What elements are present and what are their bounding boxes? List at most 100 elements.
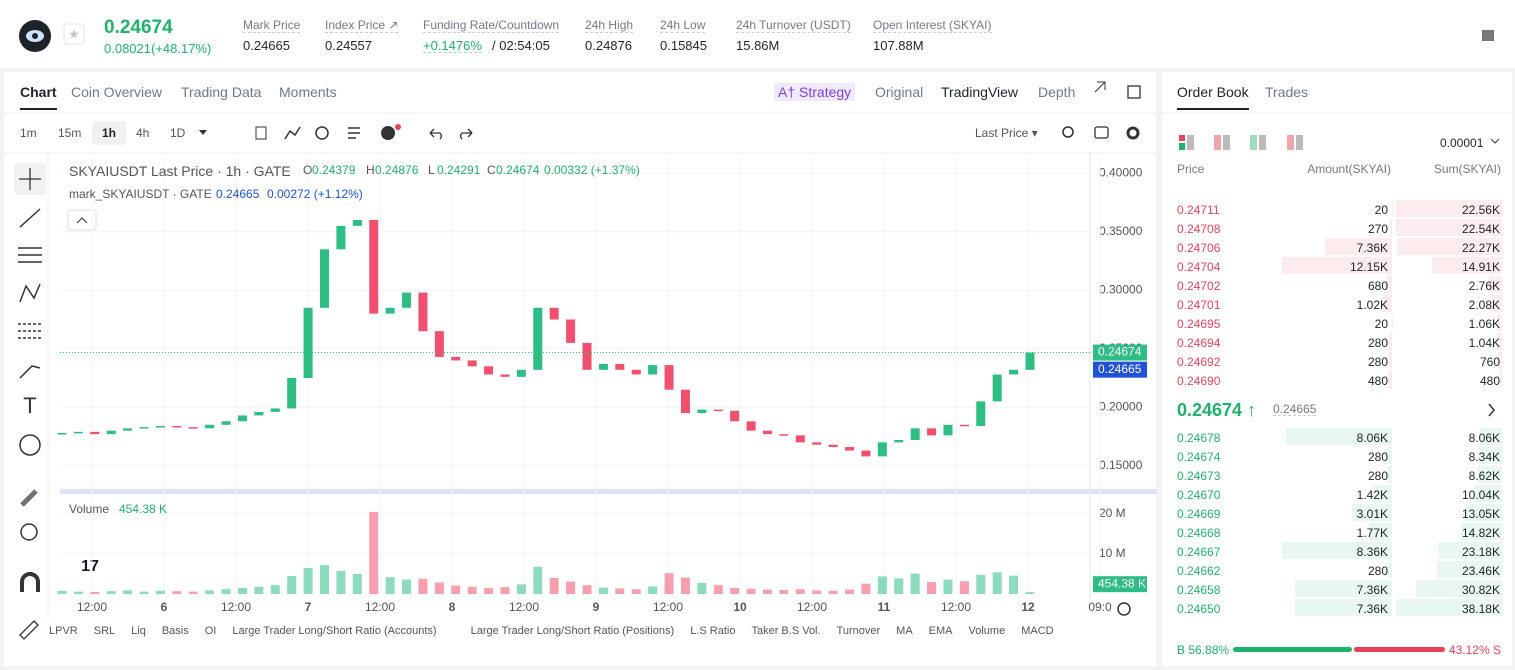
crosshair-icon — [19, 168, 41, 190]
book-price[interactable]: 0.24706 — [1177, 241, 1221, 255]
mid-arrow[interactable] — [1488, 403, 1495, 417]
book-price[interactable]: 0.24670 — [1177, 488, 1221, 502]
precision[interactable]: 0.00001 — [1440, 136, 1484, 150]
badge — [395, 124, 401, 130]
lines-tool[interactable] — [18, 247, 42, 263]
trend-line-tool[interactable] — [19, 208, 41, 228]
brush-tool[interactable] — [19, 365, 41, 379]
interval[interactable]: 15m — [58, 126, 82, 140]
book-amount: 3.01K — [1356, 507, 1388, 521]
search-button[interactable] — [1062, 126, 1074, 138]
volume-bar — [369, 512, 379, 594]
view-tab[interactable]: Original — [875, 84, 924, 100]
book-price[interactable]: 0.24662 — [1177, 564, 1221, 578]
view-tab[interactable]: TradingView — [941, 84, 1019, 100]
redo-button[interactable] — [460, 128, 473, 140]
window-button[interactable] — [1127, 85, 1141, 99]
indicator-tab[interactable]: Large Trader Long/Short Ratio (Positions… — [470, 625, 675, 637]
book-price[interactable]: 0.24667 — [1177, 545, 1221, 559]
interval-dropdown[interactable] — [199, 130, 207, 135]
book-price[interactable]: 0.24650 — [1177, 602, 1221, 616]
candle-body — [73, 431, 83, 434]
volume-bar — [106, 591, 116, 594]
indicator-tab[interactable]: Liq — [131, 625, 146, 637]
settings-icon[interactable] — [1482, 30, 1494, 41]
book-price[interactable]: 0.24678 — [1177, 431, 1221, 445]
indicator-tab[interactable]: Basis — [161, 625, 189, 637]
favorite-button[interactable] — [63, 23, 85, 45]
interval[interactable]: 4h — [136, 126, 150, 140]
book-price[interactable]: 0.24658 — [1177, 583, 1221, 597]
time-settings[interactable] — [1117, 602, 1131, 616]
tab[interactable]: Chart — [20, 85, 57, 110]
emoji-tool[interactable] — [19, 434, 41, 456]
pattern-tool[interactable] — [19, 283, 41, 303]
tab[interactable]: Trading Data — [181, 84, 262, 100]
book-amount: 680 — [1367, 279, 1388, 293]
tab[interactable]: Moments — [279, 84, 337, 100]
sum-depth — [1499, 371, 1502, 388]
add-button[interactable] — [381, 126, 395, 140]
interval[interactable]: 1D — [170, 126, 186, 140]
book-price[interactable]: 0.24673 — [1177, 469, 1221, 483]
chart-settings-button[interactable] — [1126, 126, 1140, 140]
interval[interactable]: 1m — [20, 126, 37, 140]
collapse-legend[interactable] — [67, 209, 97, 231]
indicator-tab[interactable]: EMA — [928, 625, 953, 637]
tab[interactable]: Coin Overview — [71, 84, 163, 100]
zoom-tool[interactable] — [20, 523, 38, 541]
view-tab[interactable]: A† Strategy — [774, 83, 856, 101]
ruler-tool[interactable] — [20, 489, 38, 507]
pencil-tool[interactable] — [19, 620, 39, 640]
book-price[interactable]: 0.24674 — [1177, 450, 1221, 464]
indicator-tab[interactable]: MA — [896, 625, 913, 637]
view-tab[interactable]: Depth — [1038, 84, 1076, 100]
book-price[interactable]: 0.24690 — [1177, 374, 1221, 388]
book-price[interactable]: 0.24711 — [1177, 203, 1220, 217]
indicator-tab[interactable]: MACD — [1021, 625, 1054, 637]
indicator-tab[interactable]: Taker B.S Vol. — [751, 625, 821, 637]
book-tab[interactable]: Trades — [1265, 84, 1309, 100]
indicator-tab[interactable]: Turnover — [836, 625, 881, 637]
template-button[interactable] — [348, 127, 360, 139]
amount-depth — [1352, 504, 1392, 521]
fib-tool[interactable] — [18, 323, 42, 339]
asks-only[interactable] — [1223, 135, 1230, 150]
snapshot-button[interactable] — [1094, 126, 1109, 139]
reload-button[interactable] — [315, 126, 329, 140]
magnet-tool[interactable] — [20, 572, 40, 592]
indicator-tab[interactable]: SRL — [93, 625, 116, 637]
book-price[interactable]: 0.24708 — [1177, 222, 1221, 236]
text-tool[interactable]: T — [23, 393, 36, 418]
indicator-tab[interactable]: L.S Ratio — [690, 625, 736, 637]
book-price[interactable]: 0.24692 — [1177, 355, 1221, 369]
ohlc-key: L — [428, 163, 435, 177]
price-type[interactable]: Last Price ▾ — [975, 126, 1038, 140]
book-price[interactable]: 0.24704 — [1177, 260, 1221, 274]
candle-body — [369, 220, 379, 314]
ohlc-key: C — [487, 163, 496, 177]
indicator-tab[interactable]: Volume — [968, 625, 1006, 637]
book-price[interactable]: 0.24702 — [1177, 279, 1221, 293]
fullscreen-button[interactable] — [1094, 81, 1106, 93]
bids-only[interactable] — [1259, 135, 1266, 150]
indicator-tab[interactable]: LPVR — [49, 625, 78, 637]
x-tick-label: 9 — [593, 600, 600, 614]
y-tick-label: 0.30000 — [1099, 282, 1143, 296]
interval[interactable]: 1h — [102, 126, 117, 140]
book-sum: 8.62K — [1468, 469, 1500, 483]
candle-type-button[interactable] — [255, 126, 267, 140]
volume-bar — [943, 579, 953, 594]
book-price[interactable]: 0.24695 — [1177, 317, 1221, 331]
precision-dropdown[interactable] — [1490, 138, 1500, 144]
book-price[interactable]: 0.24669 — [1177, 507, 1221, 521]
indicator-tab[interactable]: OI — [204, 625, 217, 637]
book-price[interactable]: 0.24694 — [1177, 336, 1221, 350]
indicator-button[interactable] — [284, 126, 301, 140]
book-tab[interactable]: Order Book — [1177, 85, 1249, 110]
book-price[interactable]: 0.24701 — [1177, 298, 1221, 312]
mark-price-tag-bg — [1093, 361, 1147, 378]
indicator-tab[interactable]: Large Trader Long/Short Ratio (Accounts) — [232, 625, 437, 637]
book-price[interactable]: 0.24668 — [1177, 526, 1221, 540]
undo-button[interactable] — [429, 128, 442, 140]
